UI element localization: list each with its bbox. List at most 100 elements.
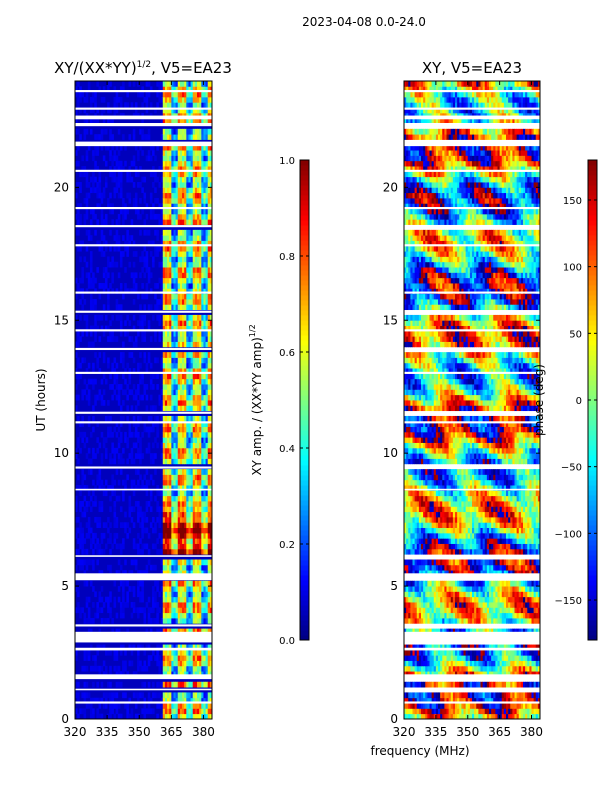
amplitude-cell (135, 336, 138, 342)
amplitude-cell (158, 522, 161, 528)
amplitude-cell (139, 182, 142, 188)
amplitude-cell (146, 517, 149, 523)
amplitude-cell (122, 373, 125, 379)
amplitude-cell (79, 448, 82, 454)
amplitude-cell (150, 363, 153, 369)
amplitude-cell (158, 607, 161, 613)
colorbar-segment (300, 420, 309, 426)
amplitude-cell (131, 177, 134, 183)
amplitude-cell (122, 198, 125, 204)
colorbar-tick-label: 0.2 (279, 540, 295, 551)
amplitude-cell (86, 682, 89, 688)
amplitude-cell (88, 389, 91, 395)
amplitude-cell (122, 294, 125, 300)
amplitude-cell (158, 182, 161, 188)
amplitude-cell (146, 602, 149, 608)
amplitude-cell (118, 400, 121, 406)
amplitude-cell (124, 379, 127, 385)
amplitude-cell (111, 256, 114, 262)
amplitude-cell (92, 448, 95, 454)
amplitude-cell (148, 692, 151, 698)
amplitude-cell (96, 538, 99, 544)
amplitude-cell (109, 613, 112, 619)
amplitude-cell (156, 427, 159, 433)
y-tick-label: 15 (54, 313, 69, 327)
amplitude-cell (86, 214, 89, 220)
amplitude-cell (152, 480, 155, 486)
amplitude-cell (131, 613, 134, 619)
amplitude-cell (120, 177, 123, 183)
amplitude-cell (133, 161, 136, 167)
colorbar-segment (300, 240, 309, 246)
amplitude-cell (141, 92, 144, 98)
amplitude-cell (86, 320, 89, 326)
amplitude-cell (96, 613, 99, 619)
amplitude-cell (84, 496, 87, 502)
amplitude-cell (120, 565, 123, 571)
amplitude-cell (146, 262, 149, 268)
amplitude-cell (103, 400, 106, 406)
amplitude-cell (144, 219, 147, 225)
amplitude-cell (139, 198, 142, 204)
amplitude-cell (96, 448, 99, 454)
amplitude-heatmap (75, 81, 212, 719)
amplitude-cell (152, 443, 155, 449)
time-gap (75, 466, 212, 468)
amplitude-cell (77, 342, 80, 348)
amplitude-cell (118, 443, 121, 449)
amplitude-cell (139, 448, 142, 454)
amplitude-cell (133, 129, 136, 135)
amplitude-cell (103, 661, 106, 667)
amplitude-cell (124, 560, 127, 566)
amplitude-cell (158, 692, 161, 698)
amplitude-cell (154, 294, 157, 300)
colorbar-tick-label: 1.0 (279, 156, 295, 167)
amplitude-cell (156, 235, 159, 241)
time-gap (75, 573, 212, 580)
amplitude-cell (146, 384, 149, 390)
colorbar-segment (300, 200, 309, 206)
amplitude-cell (105, 448, 108, 454)
colorbar-segment (300, 205, 309, 211)
amplitude-cell (148, 682, 151, 688)
amplitude-cell (139, 538, 142, 544)
amplitude-cell (84, 379, 87, 385)
amplitude-cell (154, 597, 157, 603)
amplitude-cell (139, 363, 142, 369)
amplitude-cell (94, 453, 97, 459)
amplitude-cell (118, 150, 121, 156)
amplitude-cell (152, 650, 155, 656)
amplitude-cell (154, 528, 157, 534)
colorbar-segment (300, 360, 309, 366)
colorbar-segment (300, 435, 309, 441)
amplitude-cell (116, 336, 119, 342)
amplitude-cell (133, 490, 136, 496)
amplitude-cell (92, 586, 95, 592)
amplitude-cell (92, 480, 95, 486)
colorbar-segment (300, 505, 309, 511)
amplitude-cell (116, 363, 119, 369)
amplitude-cell (99, 517, 102, 523)
amplitude-cell (154, 155, 157, 161)
amplitude-cell (103, 549, 106, 555)
amplitude-cell (133, 416, 136, 422)
colorbar-segment (300, 455, 309, 461)
amplitude-cell (148, 448, 151, 454)
amplitude-cell (156, 251, 159, 257)
amplitude-cell (120, 469, 123, 475)
amplitude-cell (144, 661, 147, 667)
amplitude-cell (133, 81, 136, 87)
amplitude-cell (122, 357, 125, 363)
amplitude-cell (137, 501, 140, 507)
amplitude-cell (107, 400, 110, 406)
amplitude-cell (126, 703, 129, 709)
amplitude-cell (107, 517, 110, 523)
amplitude-cell (146, 469, 149, 475)
amplitude-cell (126, 597, 129, 603)
amplitude-cell (131, 661, 134, 667)
amplitude-cell (99, 474, 102, 480)
amplitude-cell (109, 597, 112, 603)
amplitude-cell (120, 283, 123, 289)
amplitude-cell (154, 496, 157, 502)
amplitude-cell (133, 384, 136, 390)
